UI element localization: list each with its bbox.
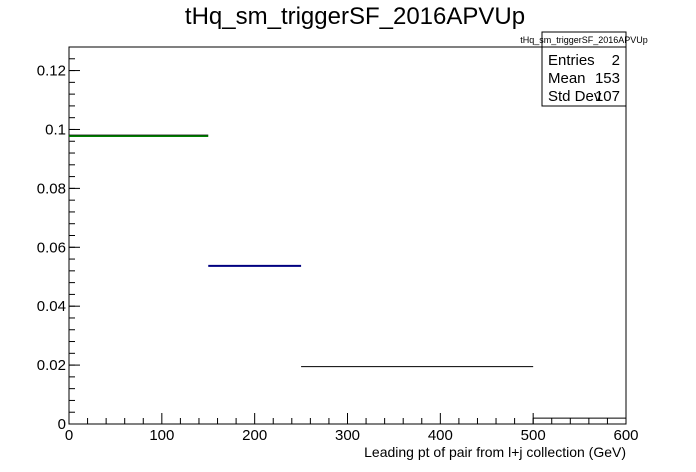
- stats-mean-value: 153: [595, 70, 620, 87]
- axis-ticks: [68, 46, 627, 425]
- y-tick-label: 0.04: [37, 298, 66, 315]
- y-tick-label: 0: [58, 416, 66, 433]
- chart-title: tHq_sm_triggerSF_2016APVUp: [185, 3, 525, 30]
- y-tick-label: 0.12: [37, 63, 66, 80]
- y-tick-label: 0.1: [45, 121, 66, 138]
- x-tick-label: 400: [428, 427, 453, 444]
- stats-stddev-value: 107: [595, 88, 620, 105]
- stats-stddev-label: Std Dev: [548, 88, 602, 105]
- stats-entries-value: 2: [612, 52, 620, 69]
- y-tick-label: 0.06: [37, 239, 66, 256]
- y-tick-label: 0.08: [37, 180, 66, 197]
- x-axis-label: Leading pt of pair from l+j collection (…: [364, 444, 626, 460]
- x-tick-label: 300: [335, 427, 360, 444]
- stats-box: tHq_sm_triggerSF_2016APVUp Entries 2 Mea…: [520, 31, 648, 107]
- stats-box-title: tHq_sm_triggerSF_2016APVUp: [520, 35, 648, 45]
- x-tick-label: 0: [65, 427, 73, 444]
- stats-entries-label: Entries: [548, 52, 595, 69]
- x-tick-label: 600: [613, 427, 638, 444]
- stats-mean-label: Mean: [548, 70, 586, 87]
- x-tick-label: 200: [242, 427, 267, 444]
- y-tick-label: 0.02: [37, 357, 66, 374]
- histogram-bins: [69, 134, 626, 424]
- stats-box-frame: [541, 31, 627, 107]
- x-tick-label: 500: [521, 427, 546, 444]
- x-tick-labels: 0 100 200 300 400 500 600: [65, 427, 639, 444]
- y-tick-labels: 0 0.02 0.04 0.06 0.08 0.1 0.12: [37, 63, 66, 433]
- x-tick-label: 100: [149, 427, 174, 444]
